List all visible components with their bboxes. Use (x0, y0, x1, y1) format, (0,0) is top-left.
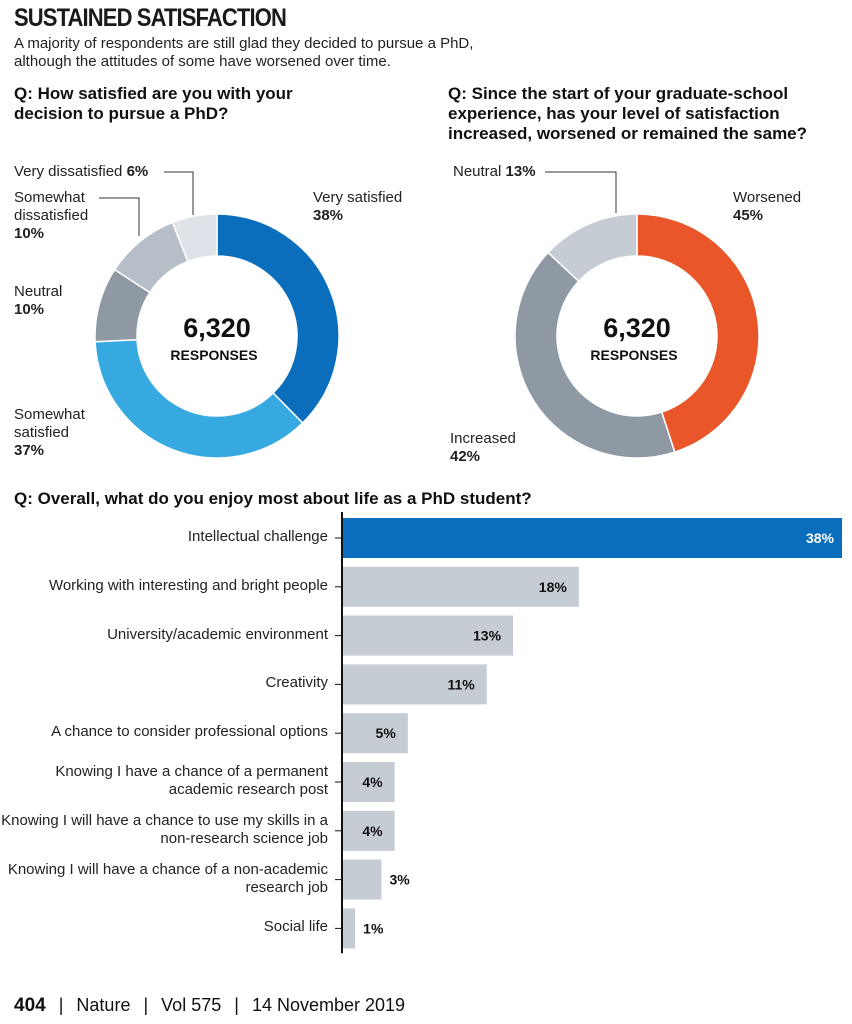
bar-value-label: 18% (539, 579, 568, 595)
bar-category-label: Knowing I have a chance of a permanent a… (55, 763, 328, 798)
slice-name: Very satisfied (313, 189, 403, 206)
bar-value-label: 4% (362, 774, 383, 790)
donut-slice-somewhat-satisfied (94, 338, 304, 459)
slice-value: 13% (505, 163, 536, 180)
center-value: 6,320 (183, 313, 251, 343)
bar (342, 615, 514, 656)
slice-label-very-satisfied: Very satisfied 38% (313, 189, 402, 225)
center-label: RESPONSES (170, 347, 257, 363)
slice-name: Neutral (453, 163, 502, 180)
bar-value-label: 38% (806, 530, 835, 546)
center-label: RESPONSES (590, 347, 677, 363)
bar-value-label: 5% (376, 725, 397, 741)
donut-slice-worsened (636, 213, 760, 453)
slice-value: 10% (14, 225, 45, 242)
question-change: Q: Since the start of your graduate-scho… (448, 84, 808, 143)
slice-name: Very dissatisfied (14, 163, 123, 180)
slice-label-worsened: Worsened 45% (733, 189, 801, 225)
slice-label-neutral: Neutral 10% (14, 283, 62, 319)
bar-value-label: 4% (362, 823, 383, 839)
slice-name: Neutral (14, 283, 63, 300)
slice-label-neutral-2: Neutral 13% (453, 163, 536, 181)
leader-line (164, 171, 194, 215)
bar (342, 518, 842, 558)
chart-subtitle: A majority of respondents are still glad… (14, 35, 474, 70)
bar (342, 566, 579, 607)
footer-separator: | (143, 995, 149, 1015)
slice-value: 38% (313, 207, 344, 224)
donut-satisfaction (94, 213, 340, 459)
page-number: 404 (14, 995, 46, 1016)
slice-name: Somewhat dissatisfied (14, 189, 89, 224)
bar (342, 762, 395, 802)
bar-category-label: Social life (263, 918, 328, 936)
bar (342, 664, 487, 705)
donut-slice-increased (514, 251, 676, 459)
bar (342, 908, 356, 949)
center-value: 6,320 (603, 313, 671, 343)
slice-label-somewhat-dissatisfied: Somewhat dissatisfied 10% (14, 189, 124, 243)
donut-slice-very-satisfied (216, 213, 340, 424)
bar (342, 713, 408, 754)
journal-name: Nature (76, 995, 131, 1015)
slice-name: Increased (450, 430, 516, 447)
bar-category-label: A chance to consider professional option… (51, 723, 328, 741)
donut-charts: 6,320 RESPONSES 6,320 RESPONSES (94, 171, 760, 459)
footer-separator: | (234, 995, 239, 1015)
bar-chart-enjoy: 38% 18% 13% 11% 5% 4% 4% 3% 1% Intellectual chal… (0, 510, 852, 960)
slice-label-somewhat-satisfied: Somewhat satisfied 37% (14, 406, 104, 460)
bar-category-label: University/academic environment (107, 625, 328, 643)
slice-value: 6% (126, 163, 149, 180)
slice-name: Somewhat satisfied (14, 406, 85, 441)
bar-value-label: 11% (447, 676, 475, 692)
volume: Vol 575 (161, 995, 222, 1015)
bar (342, 859, 382, 900)
bar-category-label: Knowing I will have a chance to use my s… (1, 811, 328, 847)
bar-chart-svg: 38% 18% 13% 11% 5% 4% 4% 3% 1% (335, 512, 842, 954)
page-footer: 404 | Nature | Vol 575 | 14 November 201… (14, 995, 405, 1017)
bar-category-label: Intellectual challenge (187, 528, 328, 545)
bar (342, 810, 395, 851)
bar-category-label: Knowing I will have a chance of a non-ac… (7, 860, 328, 896)
donut-slice-neutral (547, 213, 638, 283)
chart-title: SUSTAINED SATISFACTION (14, 4, 287, 32)
bar-value-label: 3% (389, 872, 410, 888)
slice-value: 42% (450, 448, 481, 465)
leader-line (545, 171, 617, 213)
slice-label-very-dissatisfied: Very dissatisfied 6% (14, 163, 148, 181)
donut-slice-very-dissatisfied (171, 213, 218, 263)
bar-category-label: Creativity (265, 674, 328, 692)
issue-date: 14 November 2019 (251, 995, 406, 1015)
bar-category-label: Working with interesting and bright peop… (48, 576, 328, 594)
bar-value-label: 1% (363, 920, 384, 936)
leader-line (99, 197, 140, 236)
slice-value: 37% (14, 442, 45, 459)
slice-value: 10% (14, 301, 45, 318)
slice-name: Worsened (733, 189, 802, 206)
question-satisfaction: Q: How satisfied are you with your decis… (14, 84, 293, 123)
question-enjoy: Q: Overall, what do you enjoy most about… (14, 489, 532, 508)
donut-change (514, 213, 760, 459)
slice-value: 45% (733, 207, 764, 224)
slice-label-increased: Increased 42% (450, 430, 516, 466)
bar-value-label: 13% (473, 628, 502, 644)
footer-separator: | (58, 995, 64, 1015)
